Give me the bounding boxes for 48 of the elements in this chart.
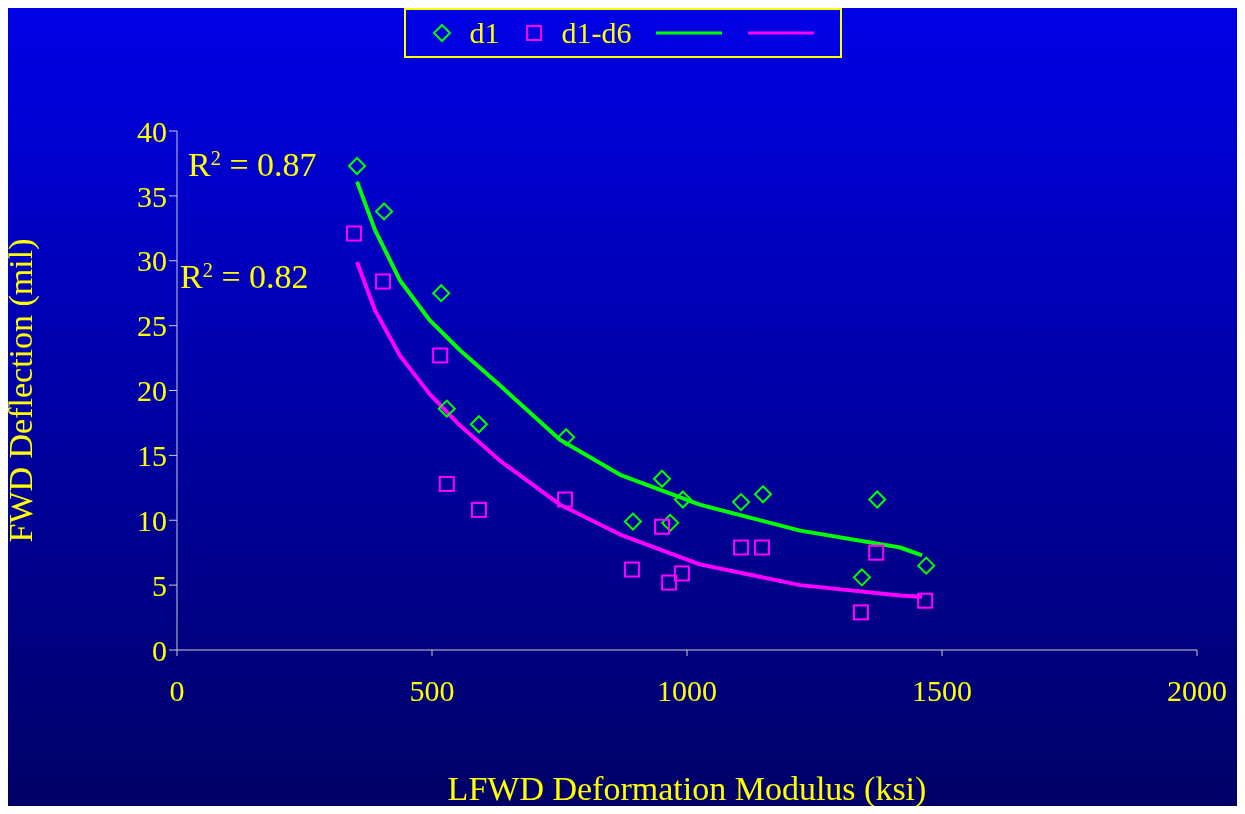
- point: [653, 469, 672, 488]
- y-tick-label: 25: [137, 309, 167, 343]
- x-tick-label: 1500: [912, 674, 972, 708]
- point: [917, 556, 936, 575]
- point: [917, 592, 934, 609]
- point: [432, 347, 449, 364]
- y-tick-label: 15: [137, 439, 167, 473]
- point: [557, 428, 576, 447]
- y-tick-label: 30: [137, 244, 167, 278]
- legend-label: d1: [469, 16, 500, 50]
- annotation: R$^{2}$ = 0.87: [188, 146, 317, 183]
- point: [868, 490, 887, 509]
- point: [432, 284, 451, 303]
- point: [868, 544, 885, 561]
- point: [375, 273, 392, 290]
- x-tick-label: 500: [409, 674, 455, 708]
- x-tick-label: 2000: [1167, 674, 1227, 708]
- point: [852, 568, 871, 587]
- y-tick-label: 20: [137, 374, 167, 408]
- point: [438, 475, 455, 492]
- y-tick-label: 5: [152, 568, 167, 602]
- y-axis-title: FWD Deflection (mil): [2, 238, 41, 543]
- point: [437, 399, 456, 418]
- point: [557, 491, 574, 508]
- y-tick-label: 0: [152, 633, 167, 667]
- point: [753, 539, 770, 556]
- point: [732, 493, 751, 512]
- point: [753, 485, 772, 504]
- point: [661, 513, 680, 532]
- point: [654, 518, 671, 535]
- legend-label: d1-d6: [561, 16, 632, 50]
- annotation: R$^{2}$ = 0.82: [180, 258, 309, 295]
- point: [375, 202, 394, 221]
- point: [348, 157, 367, 176]
- point: [673, 490, 692, 509]
- point: [469, 415, 488, 434]
- y-tick-label: 35: [137, 179, 167, 213]
- point: [673, 565, 690, 582]
- point: [733, 539, 750, 556]
- y-tick-label: 40: [137, 114, 167, 148]
- point: [623, 561, 640, 578]
- point: [345, 225, 362, 242]
- y-tick-label: 10: [137, 503, 167, 537]
- point: [852, 604, 869, 621]
- x-tick-label: 1000: [657, 674, 717, 708]
- point: [623, 512, 642, 531]
- point: [470, 501, 487, 518]
- point: [661, 574, 678, 591]
